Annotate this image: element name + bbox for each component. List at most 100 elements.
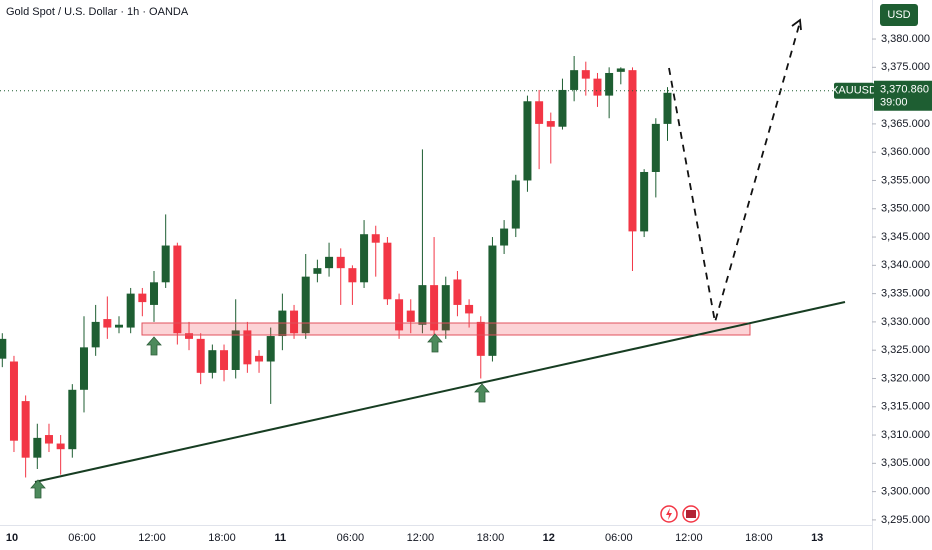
candle-body	[570, 70, 579, 90]
symbol-box	[834, 82, 874, 99]
candle-body	[430, 285, 439, 331]
candle-body	[208, 350, 217, 373]
currency-button[interactable]	[880, 4, 918, 26]
candle-body	[453, 279, 462, 305]
candle-body	[138, 293, 147, 303]
currency-label[interactable]: USD	[887, 9, 910, 21]
candle-body	[21, 401, 30, 458]
x-tick-label: 10	[6, 532, 18, 544]
candle-body	[255, 355, 264, 362]
candle-body	[56, 443, 65, 450]
x-tick-label: 12:00	[138, 532, 166, 544]
x-tick-label: 18:00	[745, 532, 773, 544]
candle-body	[488, 245, 497, 356]
y-tick-label: 3,355.000	[881, 174, 930, 186]
candle-body	[0, 338, 7, 359]
x-tick-label: 12:00	[407, 532, 435, 544]
y-tick-label: 3,375.000	[881, 61, 930, 73]
price-box	[874, 80, 932, 111]
candle-body	[628, 70, 637, 232]
candle-body	[243, 330, 252, 365]
support-zone	[141, 322, 751, 336]
candle-body	[185, 333, 194, 339]
candle-body	[640, 171, 649, 232]
y-tick-label: 3,330.000	[881, 316, 930, 328]
x-tick-label: 06:00	[605, 532, 633, 544]
y-tick-label: 3,315.000	[881, 401, 930, 413]
candle-body	[103, 319, 112, 328]
projection-arrowhead	[791, 18, 802, 31]
y-tick-label: 3,380.000	[881, 33, 930, 45]
candle-body	[371, 234, 380, 243]
event-icon-bolt	[666, 508, 672, 520]
candle-body	[535, 101, 544, 124]
candle-body	[33, 437, 42, 458]
candle-body	[150, 282, 159, 305]
candle-body	[500, 228, 509, 246]
candle-body	[196, 338, 205, 373]
candle-body	[406, 310, 415, 322]
candle-body	[651, 123, 660, 172]
candle-body	[325, 256, 334, 269]
x-tick-label: 13	[811, 532, 823, 544]
candle-body	[348, 268, 357, 283]
candle-body	[126, 293, 135, 328]
candle-body	[173, 245, 182, 334]
y-tick-label: 3,345.000	[881, 231, 930, 243]
chart-title: Gold Spot / U.S. Dollar · 1h · OANDA	[6, 6, 189, 18]
x-tick-label: 12:00	[675, 532, 703, 544]
candle-body	[581, 70, 590, 79]
x-tick-label: 12	[543, 532, 555, 544]
candle-body	[44, 435, 53, 444]
candle-body	[593, 78, 602, 96]
x-tick-label: 18:00	[208, 532, 236, 544]
candle-body	[231, 330, 240, 370]
y-tick-label: 3,365.000	[881, 118, 930, 130]
candle-body	[441, 285, 450, 331]
candle-body	[266, 336, 275, 362]
candles	[0, 56, 672, 478]
candle-body	[301, 276, 310, 334]
candle-body	[161, 245, 170, 283]
up-arrow	[427, 333, 443, 353]
candle-body	[220, 350, 229, 370]
symbol-label: XAUUSD	[831, 85, 877, 97]
candle-body	[546, 121, 555, 127]
y-tick-label: 3,300.000	[881, 486, 930, 498]
y-tick-label: 3,295.000	[881, 514, 930, 526]
countdown-label: 39:00	[880, 97, 908, 109]
candle-body	[290, 310, 299, 334]
candle-body	[558, 89, 567, 127]
arrows	[30, 333, 490, 499]
candle-body	[313, 268, 322, 274]
candle-body	[476, 321, 485, 356]
candle-body	[91, 321, 100, 348]
candle-body	[605, 72, 614, 96]
y-tick-label: 3,335.000	[881, 288, 930, 300]
y-tick-label: 3,340.000	[881, 259, 930, 271]
x-tick-label: 11	[275, 532, 287, 544]
candle-body	[79, 347, 88, 390]
up-arrow	[474, 383, 490, 403]
candle-body	[9, 361, 18, 441]
y-tick-label: 3,350.000	[881, 203, 930, 215]
y-tick-label: 3,325.000	[881, 344, 930, 356]
candle-body	[616, 68, 625, 72]
candle-body	[465, 304, 474, 314]
candle-body	[115, 324, 123, 328]
event-icons	[660, 505, 700, 523]
trend-line	[34, 301, 846, 483]
y-tick-label: 3,360.000	[881, 146, 930, 158]
candle-body	[336, 256, 345, 269]
up-arrow	[146, 336, 162, 356]
candle-body	[395, 299, 404, 331]
x-tick-label: 18:00	[477, 532, 505, 544]
price-label: 3,370.860	[880, 84, 929, 96]
x-tick-label: 06:00	[68, 532, 96, 544]
candle-body	[511, 180, 520, 229]
candle-body	[360, 234, 369, 283]
